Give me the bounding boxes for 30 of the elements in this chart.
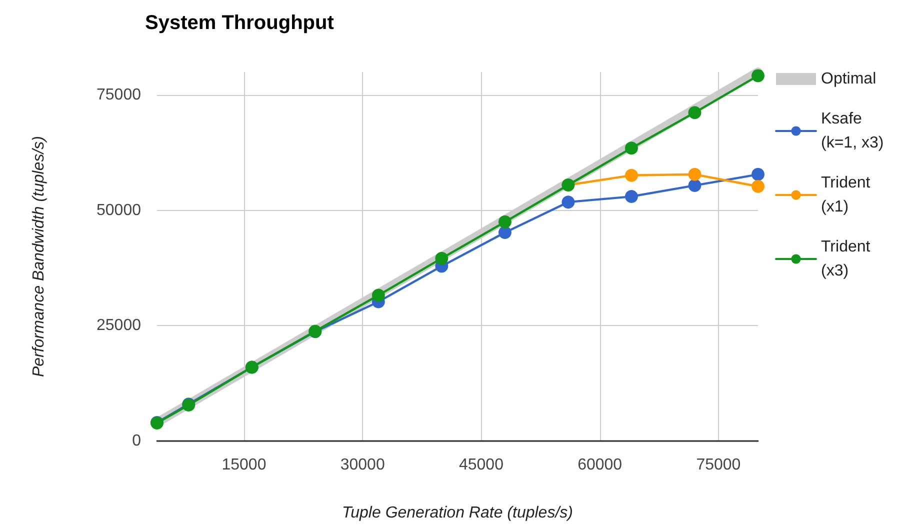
point <box>688 106 702 120</box>
point <box>752 69 764 82</box>
x-axis-title: Tuple Generation Rate (tuples/s) <box>342 504 573 522</box>
point <box>688 178 702 192</box>
point <box>752 180 764 193</box>
y-axis-title: Performance Bandwidth (tuples/s) <box>30 136 48 377</box>
point <box>498 226 512 240</box>
x-tick-label: 60000 <box>578 456 622 474</box>
chart-title: System Throughput <box>145 12 334 34</box>
point <box>372 288 385 302</box>
point <box>624 142 638 155</box>
point <box>498 215 512 228</box>
legend-label: Trident (x1) <box>821 174 875 216</box>
x-tick-label: 15000 <box>222 456 266 474</box>
y-tick-label: 50000 <box>96 202 142 219</box>
legend-label: Ksafe (k=1, x3) <box>821 110 884 152</box>
point <box>752 168 764 181</box>
y-tick-label: 0 <box>132 432 142 450</box>
y-tick-label: 25000 <box>96 317 142 334</box>
legend-label: Trident (x3) <box>821 238 875 280</box>
legend-label: Optimal <box>821 70 876 88</box>
point <box>435 252 448 265</box>
x-tick-label: 75000 <box>696 456 741 474</box>
point <box>562 196 575 209</box>
y-tick-label: 75000 <box>96 86 142 104</box>
x-tick-label: 45000 <box>458 456 504 474</box>
point <box>624 168 638 182</box>
x-tick-label: 30000 <box>340 456 385 474</box>
point <box>688 168 702 181</box>
point <box>624 190 638 204</box>
